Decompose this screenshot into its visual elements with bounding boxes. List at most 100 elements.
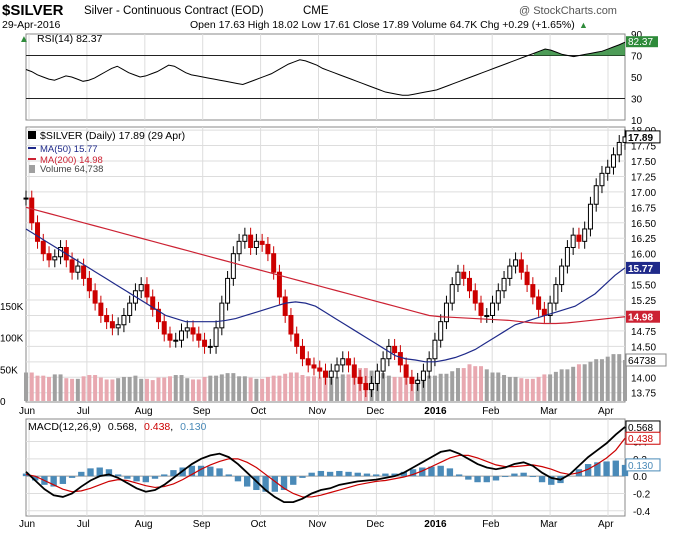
macd-histogram-bar [621,464,629,477]
volume-bar [41,375,46,401]
macd-histogram-bar [262,476,269,492]
price-x-tick-label: Dec [366,406,384,417]
volume-bar [565,369,570,401]
price-axis-tick-label: 13.75 [631,389,656,400]
rsi-axis-tick-label: 70 [631,52,643,63]
rsi-axis-tick-label: 30 [631,95,643,106]
price-candle [150,296,156,310]
macd-legend-histogram: 0.130 [180,421,206,433]
date-label: 29-Apr-2016 [2,19,61,31]
macd-histogram-bar [151,476,159,479]
volume-bar [599,359,604,401]
price-candle [599,172,605,187]
price-candle [374,370,380,384]
volume-bar [98,377,103,401]
macd-x-tick-label: Apr [598,519,614,530]
price-candle [530,284,536,298]
macd-histogram-bar [483,476,490,483]
price-candle [317,367,323,372]
price-candle [472,290,478,304]
price-legend-title: $SILVER (Daily) 17.89 (29 Apr) [40,130,185,142]
price-axis-tick-label: 14.50 [631,342,656,353]
volume-axis-tick-label: 150K [0,302,24,313]
ma200-legend-label: MA(200) 14.98 [40,155,103,166]
macd-histogram-bar [133,476,140,482]
histogram-last-value-box [625,458,661,472]
macd-histogram-bar [409,469,417,477]
price-candle [69,259,75,273]
rsi-line [25,41,626,96]
macd-histogram-bar [308,472,315,477]
volume-bar [179,375,184,401]
price-candle [299,345,305,360]
volume-bar [386,375,391,401]
price-candle [443,302,449,323]
price-candle [323,370,328,378]
volume-bar [294,372,299,401]
volume-bar [605,356,610,401]
macd-x-tick-label: Sep [193,519,211,530]
volume-bar [70,378,75,401]
price-candle [104,314,110,323]
svg-text:MACD(12,26,9) 0.568,: MACD(12,26,9) 0.568, 0.438, 0.130 [28,421,207,433]
macd-histogram-bar [492,476,500,481]
rsi-axis-tick-label: 50 [631,73,643,84]
price-candle [507,265,513,279]
price-axis-tick-label: 15.50 [631,281,656,292]
price-candle [288,314,294,335]
macd-histogram-bar [373,474,380,477]
price-candle [98,302,104,316]
price-x-tick-label: Apr [598,406,614,417]
volume-bar [519,378,524,401]
volume-bar [317,377,322,401]
volume-bar [288,372,293,401]
price-candle [121,314,127,326]
macd-histogram-bar [529,476,537,478]
volume-bar [277,375,282,401]
volume-bar [87,375,92,401]
price-candle [213,327,219,347]
macd-x-tick-label: Feb [482,519,500,530]
macd-histogram-bar [455,474,463,477]
price-x-tick-label: Nov [309,406,327,417]
change-up-icon: ▲ [579,20,588,30]
price-candle [593,185,599,205]
macd-axis-tick-label: -0.2 [633,489,651,500]
volume-bar [571,366,576,401]
volume-bar [110,379,115,401]
volume-bar [191,379,196,401]
macd-histogram-bar [290,476,297,485]
volume-bar [502,375,507,401]
volume-bar [47,376,52,401]
macd-histogram-bar [87,468,94,477]
volume-bar [127,376,132,401]
rsi-panel-border [25,33,626,121]
ohlc-summary: Open 17.63 High 18.02 Low 17.61 Close 17… [190,19,575,31]
price-axis-tick-label: 16.75 [631,203,656,214]
volume-bar [237,376,242,401]
macd-histogram-bar [428,466,435,477]
price-candle [570,234,576,249]
macd-histogram-bar [188,465,196,477]
price-axis-tick-label: 17.75 [631,142,656,153]
price-candle [259,240,265,245]
price-x-tick-label: Feb [482,406,500,417]
volume-bar [553,371,558,401]
macd-histogram-bar [59,476,67,484]
price-candle [207,345,213,348]
macd-histogram-bar [299,476,306,478]
volume-bar [231,373,236,401]
volume-bar [162,377,167,401]
volume-bar [93,375,98,401]
macd-histogram-bar [354,472,361,477]
price-candle [81,265,87,279]
price-candle [305,358,311,366]
volume-bar [507,376,512,401]
macd-histogram-bar [511,473,518,477]
volume-bar [121,376,126,401]
price-candle [501,277,507,292]
price-candle [559,265,565,286]
price-candle [369,382,375,391]
macd-histogram-bar [253,476,260,491]
exchange-label: CME [303,5,329,17]
